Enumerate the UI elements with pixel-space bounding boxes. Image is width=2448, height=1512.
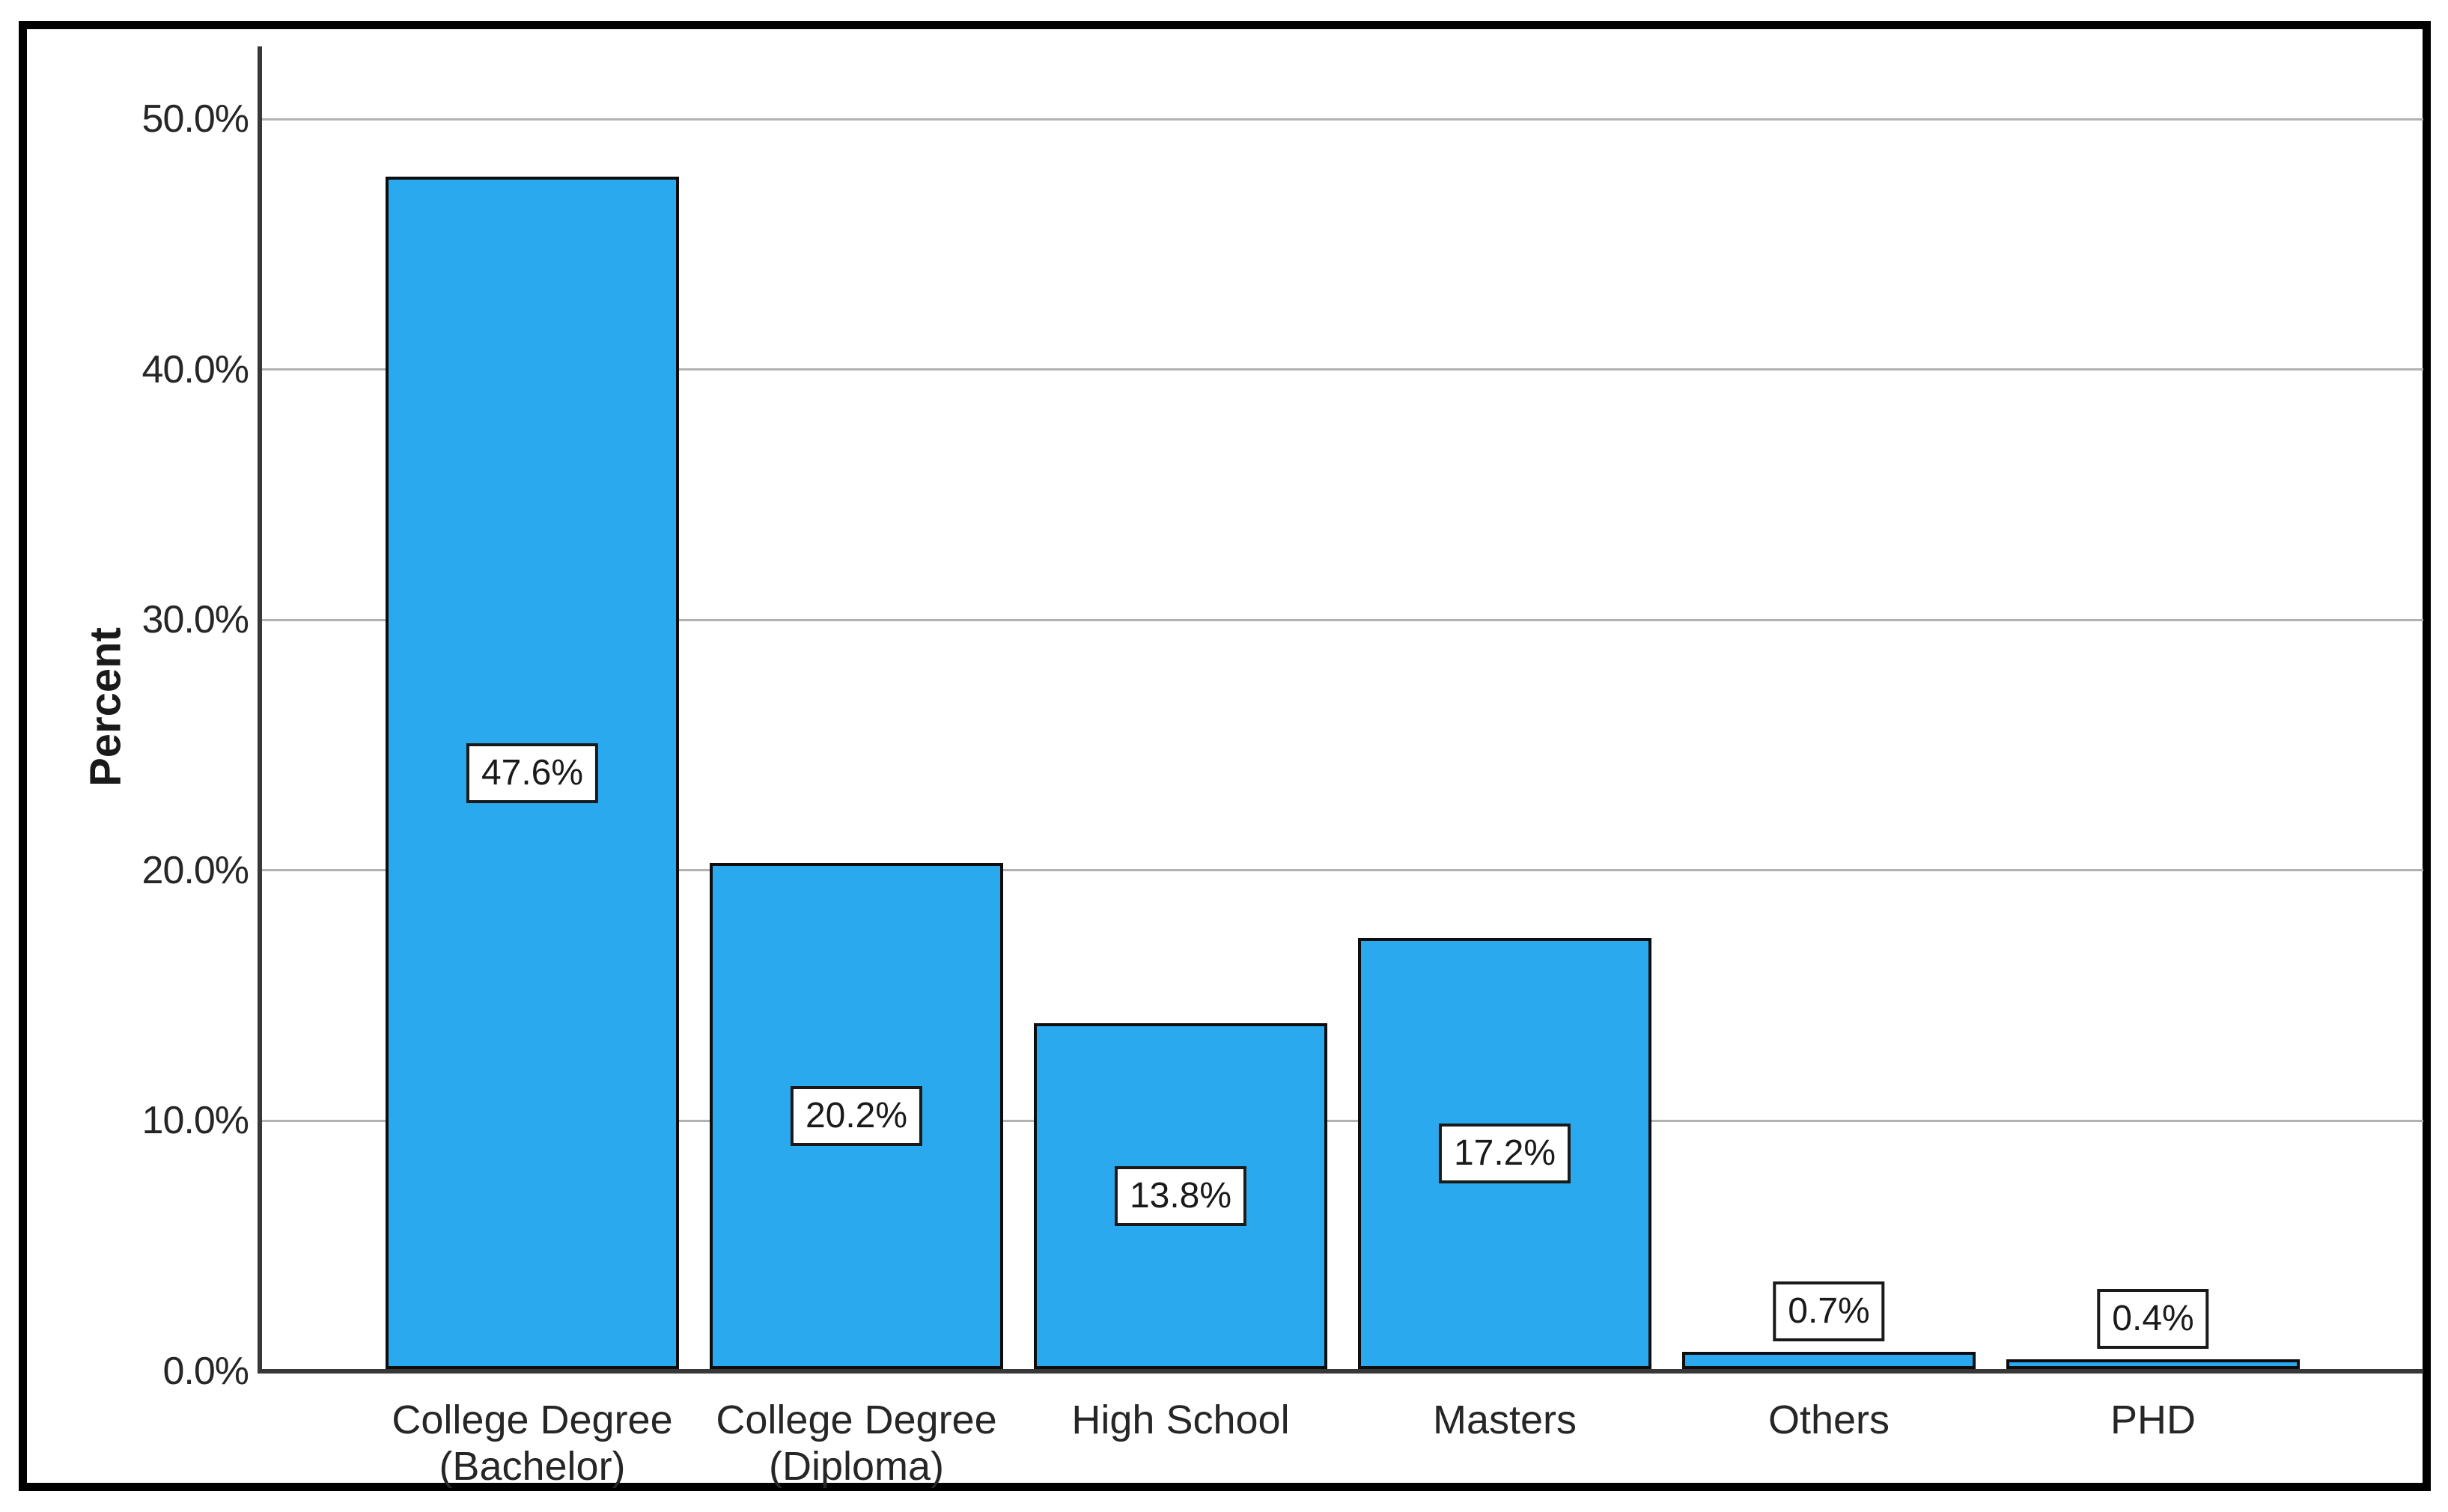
x-axis-line bbox=[258, 1369, 2423, 1374]
y-tick-label: 10.0% bbox=[141, 1099, 249, 1143]
x-category-label: High School bbox=[1071, 1397, 1289, 1443]
x-category-label: College Degree (Bachelor) bbox=[392, 1397, 672, 1490]
x-category-label-line: Others bbox=[1768, 1397, 1890, 1442]
bar-value-label: 0.4% bbox=[2097, 1288, 2209, 1349]
gridline bbox=[258, 368, 2423, 371]
bar bbox=[1682, 1351, 1976, 1369]
y-axis-line bbox=[258, 46, 262, 1374]
y-tick-label: 40.0% bbox=[141, 347, 249, 391]
x-category-label: College Degree (Diploma) bbox=[716, 1397, 996, 1490]
x-category-label-line: College Degree bbox=[392, 1397, 673, 1442]
x-category-label-line: Masters bbox=[1432, 1397, 1577, 1442]
bar-value-label: 47.6% bbox=[466, 743, 599, 803]
y-tick-label: 0.0% bbox=[162, 1350, 249, 1393]
x-category-label-line: High School bbox=[1071, 1397, 1290, 1442]
gridline bbox=[258, 869, 2423, 872]
y-tick-label: 50.0% bbox=[141, 97, 249, 141]
bar bbox=[2006, 1359, 2300, 1369]
bar-value-label: 13.8% bbox=[1114, 1166, 1247, 1227]
bar-value-label: 20.2% bbox=[790, 1086, 923, 1147]
y-tick-label: 30.0% bbox=[141, 598, 249, 642]
bar-value-label: 17.2% bbox=[1438, 1124, 1571, 1184]
x-category-label: PHD bbox=[2110, 1397, 2196, 1443]
x-category-label-line: (Diploma) bbox=[768, 1444, 945, 1489]
gridline bbox=[258, 618, 2423, 621]
y-tick-label: 20.0% bbox=[141, 848, 249, 892]
x-category-label: Others bbox=[1768, 1397, 1890, 1443]
x-category-label-line: (Bachelor) bbox=[439, 1444, 626, 1489]
bar-value-label: 0.7% bbox=[1773, 1281, 1885, 1341]
x-category-label-line: College Degree bbox=[716, 1397, 997, 1442]
x-category-label-line: PHD bbox=[2110, 1397, 2196, 1442]
x-category-label: Masters bbox=[1433, 1397, 1577, 1443]
gridline bbox=[258, 1119, 2423, 1122]
gridline bbox=[258, 118, 2423, 121]
